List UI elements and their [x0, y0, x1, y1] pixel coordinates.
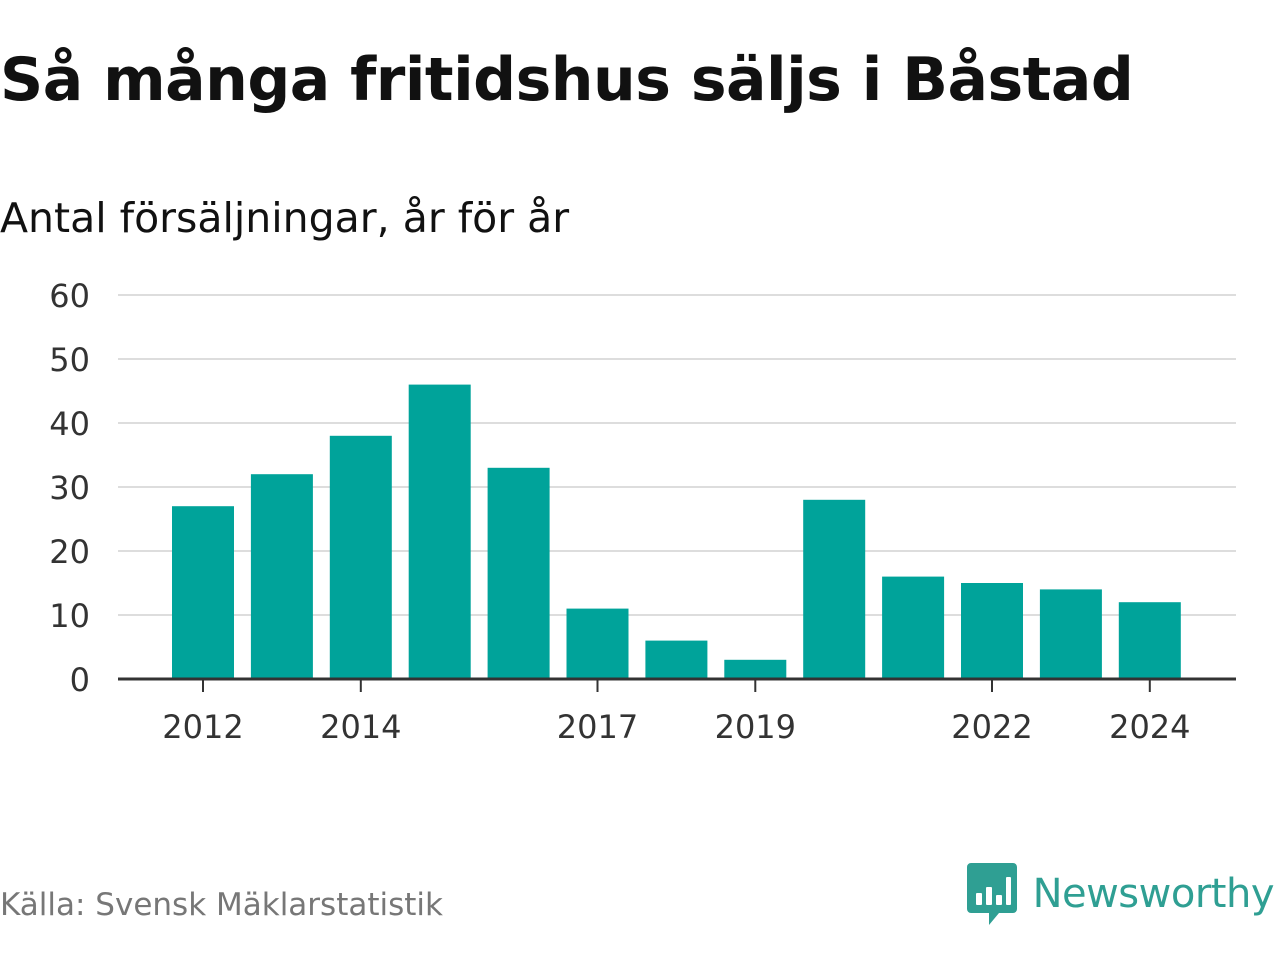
bar-chart-speech-bubble-icon [966, 863, 1017, 925]
source-note: Källa: Svensk Mäklarstatistik [0, 887, 443, 923]
y-tick-label: 10 [49, 597, 90, 635]
y-tick-label: 60 [49, 277, 90, 315]
x-tick-label: 2019 [715, 708, 796, 746]
bar-2017 [566, 608, 629, 679]
chart-subtitle: Antal försäljningar, år för år [0, 194, 570, 242]
bar-2015 [408, 384, 471, 679]
y-tick-label: 30 [49, 469, 90, 507]
y-tick-label: 20 [49, 533, 90, 571]
brand-name: Newsworthy [1032, 871, 1275, 917]
x-tick-label: 2017 [557, 708, 638, 746]
y-tick-label: 0 [70, 661, 90, 699]
bar-2023 [1039, 589, 1102, 679]
x-tick-label: 2012 [162, 708, 243, 746]
x-tick-label: 2022 [951, 708, 1032, 746]
bar-2014 [329, 435, 392, 679]
bar-2021 [882, 576, 945, 679]
bar-2020 [803, 499, 866, 679]
bar-2019 [724, 659, 787, 679]
axes [118, 677, 1236, 692]
tick-labels: 0 10 20 30 40 50 60 2012 2014 2017 2019 2022 2024 [49, 277, 1190, 746]
y-tick-label: 40 [49, 405, 90, 443]
y-tick-label: 50 [49, 341, 90, 379]
bar-2022 [961, 583, 1023, 679]
bar-2018 [645, 640, 708, 679]
chart-title: Så många fritidshus säljs i Båstad [0, 45, 1134, 115]
bar-2013 [250, 474, 313, 679]
bar-2012 [172, 506, 234, 679]
bars [172, 384, 1181, 679]
brand-logo: Newsworthy [966, 862, 1275, 926]
bar-2016 [487, 467, 550, 679]
x-tick-label: 2014 [320, 708, 401, 746]
x-tick-label: 2024 [1109, 708, 1190, 746]
bar-2024 [1118, 602, 1181, 679]
